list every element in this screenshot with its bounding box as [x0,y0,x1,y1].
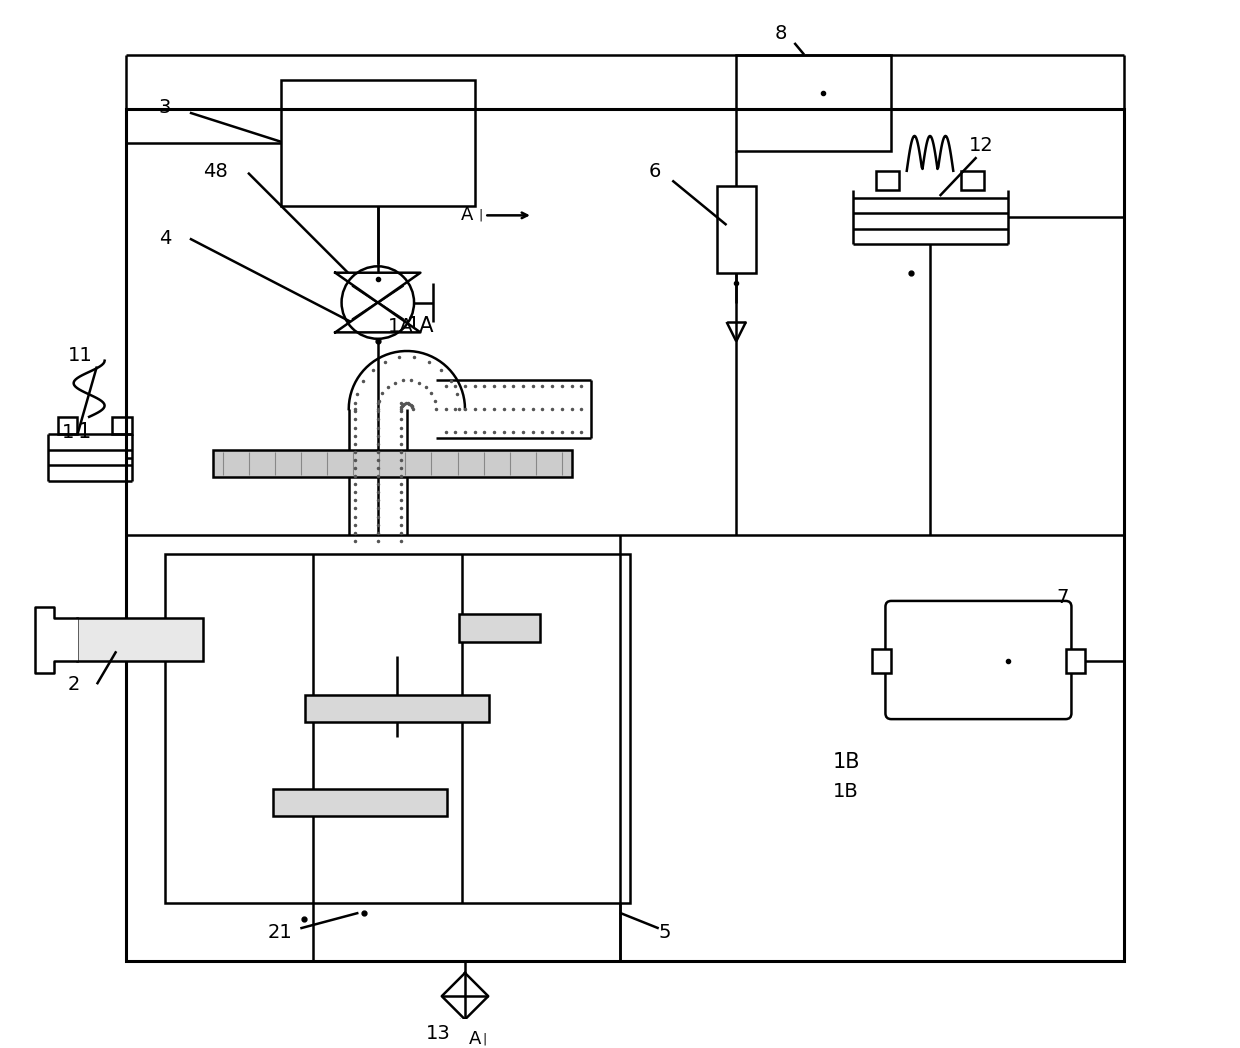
Text: 3: 3 [159,97,171,116]
Bar [213,450,572,477]
Text: A: A [469,1030,481,1048]
Text: 21: 21 [268,923,293,942]
Bar [717,187,755,274]
Text: 1B: 1B [833,782,859,801]
Text: 1A: 1A [387,316,413,335]
Bar [113,417,131,434]
Text: 1B: 1B [833,751,861,771]
Text: 6: 6 [649,161,661,180]
Bar [305,695,490,722]
Text: 11: 11 [68,346,93,365]
Bar [165,554,630,903]
Polygon shape [35,607,77,673]
Text: |: | [482,1032,486,1045]
Bar [459,614,541,641]
Text: 1A: 1A [407,315,434,335]
Text: 2: 2 [68,675,81,694]
Text: 5: 5 [658,923,671,942]
Text: |: | [479,209,482,222]
Text: 13: 13 [427,1024,451,1043]
Text: 1: 1 [77,422,91,442]
Text: 48: 48 [203,161,228,180]
Bar [961,171,985,190]
Bar [737,54,892,151]
Text: 7: 7 [1056,588,1069,607]
Bar [273,789,448,816]
Text: A: A [461,206,474,224]
Bar [58,417,77,434]
Bar [126,109,1123,961]
Bar [1065,650,1085,673]
Text: 1: 1 [62,423,74,442]
Bar [281,80,475,205]
Bar [77,618,203,661]
Bar [872,650,892,673]
Text: 8: 8 [775,24,787,43]
FancyBboxPatch shape [885,601,1071,719]
Text: 4: 4 [159,230,171,248]
Text: 12: 12 [968,136,993,155]
Polygon shape [335,272,420,303]
Polygon shape [335,303,420,332]
Bar [875,171,899,190]
